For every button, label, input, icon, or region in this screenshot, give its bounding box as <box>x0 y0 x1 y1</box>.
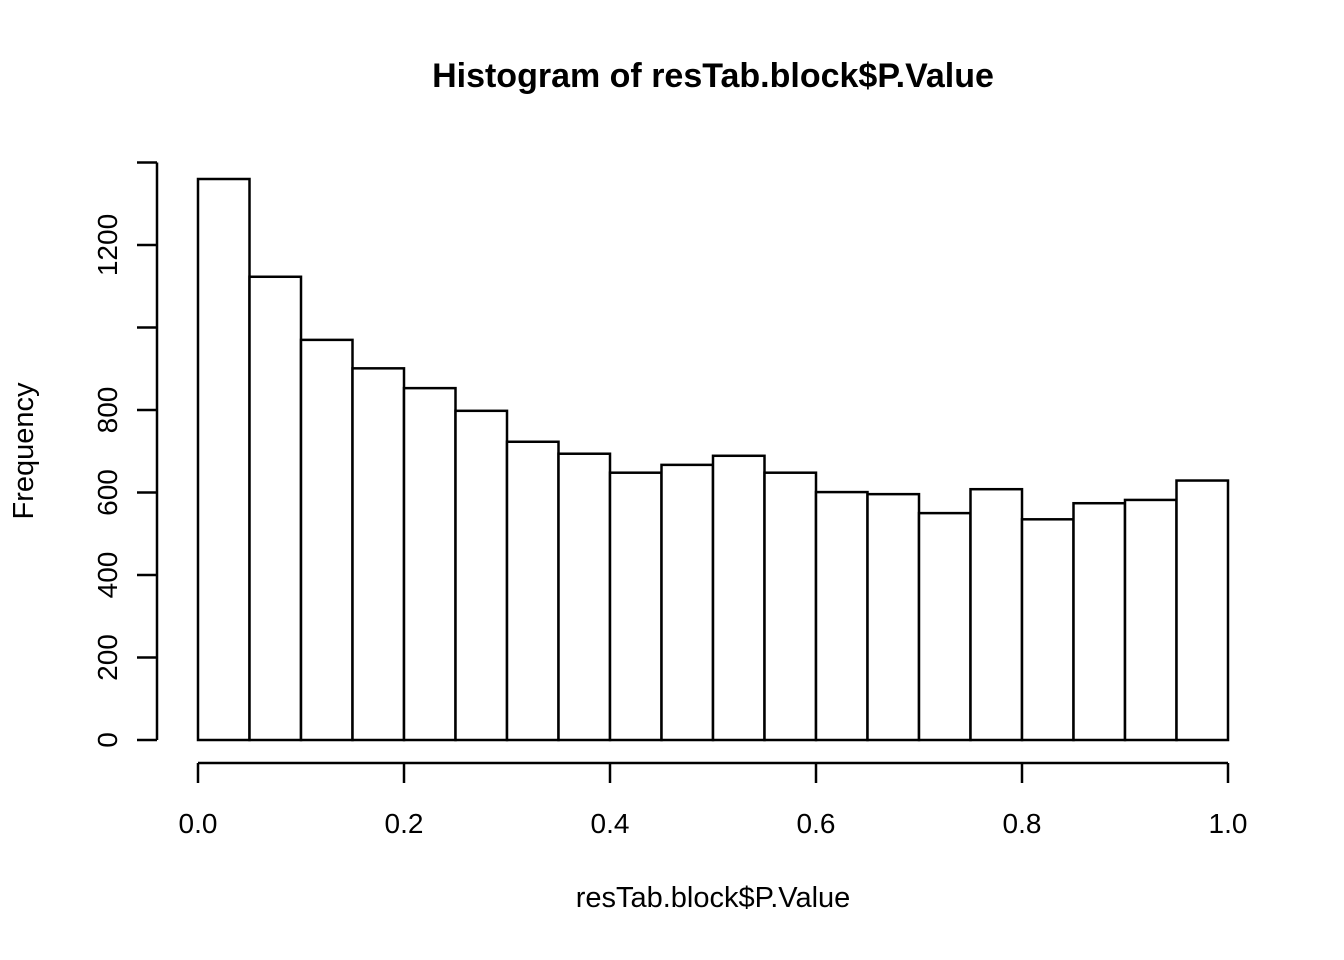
histogram-bar <box>969 487 1024 742</box>
y-tick-label: 1200 <box>92 214 123 276</box>
histogram-bar <box>402 386 457 742</box>
histogram-bar <box>299 338 354 742</box>
y-tick-label: 0 <box>92 732 123 748</box>
histogram-bar <box>1175 479 1230 742</box>
histogram-bar <box>557 452 612 742</box>
y-tick-label: 800 <box>92 387 123 434</box>
histogram-bar <box>1020 518 1075 742</box>
y-tick-label: 600 <box>92 469 123 516</box>
y-tick-label: 200 <box>92 634 123 681</box>
histogram-bar <box>1123 498 1178 742</box>
y-tick-label: 400 <box>92 552 123 599</box>
histogram-bar <box>351 367 406 742</box>
x-tick-label: 0.6 <box>797 808 836 839</box>
histogram-bar <box>814 490 869 742</box>
x-tick-label: 0.8 <box>1003 808 1042 839</box>
x-tick-label: 0.2 <box>385 808 424 839</box>
histogram-bar <box>1072 501 1127 742</box>
histogram-bar <box>763 471 818 742</box>
x-tick-label: 0.4 <box>591 808 630 839</box>
histogram-bar <box>608 471 663 742</box>
histogram-bar <box>660 463 715 742</box>
x-axis-label: resTab.block$P.Value <box>575 882 851 914</box>
histogram-bar <box>917 511 972 742</box>
histogram-bar <box>505 440 560 742</box>
x-tick-label: 1.0 <box>1209 808 1248 839</box>
histogram-bar <box>711 454 766 742</box>
histogram-bar <box>248 275 303 742</box>
histogram-bar <box>866 492 921 742</box>
x-tick-label: 0.0 <box>179 808 218 839</box>
histogram-bar <box>196 177 251 742</box>
chart-title: Histogram of resTab.block$P.Value <box>432 57 994 95</box>
histogram-bar <box>454 409 509 742</box>
